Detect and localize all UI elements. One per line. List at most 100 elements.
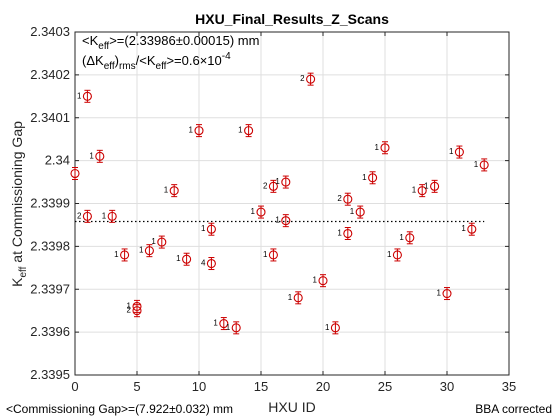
rms-annotation-b: eff — [104, 61, 115, 72]
point-label: 2 — [337, 194, 342, 203]
point-marker — [206, 258, 216, 269]
point-marker — [132, 306, 142, 316]
y-tick-label: 2.3401 — [30, 110, 70, 125]
point-label: 1 — [424, 181, 429, 190]
mean-k-annotation-pre: <K — [82, 33, 99, 48]
rms-annotation-h: -4 — [222, 51, 231, 62]
x-tick-label: 0 — [71, 379, 78, 394]
point-label: 1 — [77, 91, 82, 100]
data-point: 1 — [201, 222, 216, 236]
data-point: 1 — [337, 227, 353, 241]
point-label: 1 — [127, 301, 132, 310]
point-label: 1 — [139, 246, 144, 255]
data-point: 1 — [176, 252, 192, 266]
data-point: 1 — [275, 214, 291, 228]
x-axis-label: HXU ID — [268, 399, 315, 415]
point-label: 4 — [201, 259, 206, 268]
point-marker — [182, 254, 192, 264]
data-point: 1 — [275, 175, 291, 189]
point-marker — [231, 323, 241, 333]
point-label: 1 — [325, 323, 330, 332]
data-point: 1 — [437, 287, 452, 301]
point-label: 1 — [102, 211, 107, 220]
data-point: 2 — [77, 209, 92, 223]
point-label: 2 — [77, 211, 82, 220]
point-label: 1 — [176, 254, 181, 263]
point-marker — [219, 318, 229, 329]
data-point: 1 — [474, 158, 489, 172]
data-point: 1 — [226, 321, 241, 335]
point-label: 1 — [313, 276, 318, 285]
data-point: 1 — [102, 209, 117, 223]
point-label: 2 — [263, 181, 268, 190]
data-point — [70, 166, 80, 180]
commissioning-gap-note: <Commissioning Gap>=(7.922±0.032) mm — [6, 402, 234, 416]
rms-annotation-f: eff — [156, 61, 167, 72]
point-marker — [82, 211, 92, 221]
y-tick-label: 2.3398 — [30, 238, 70, 253]
point-marker — [157, 237, 167, 247]
point-label: 1 — [151, 237, 156, 246]
data-point: 1 — [114, 248, 130, 262]
data-point: 1 — [362, 171, 378, 185]
point-marker — [454, 147, 464, 157]
mean-k-annotation-sub: eff — [98, 41, 109, 52]
y-tick-label: 2.3396 — [30, 324, 70, 339]
rms-annotation: (ΔKeff)rms/<Keff>=0.6×10-4 — [82, 51, 231, 72]
x-tick-label: 15 — [254, 379, 268, 394]
point-marker — [417, 186, 427, 196]
point-marker — [281, 216, 291, 226]
y-tick-label: 2.3397 — [30, 281, 70, 296]
point-marker — [244, 126, 254, 136]
point-label: 1 — [474, 160, 479, 169]
data-point: 1 — [77, 89, 92, 103]
point-label: 1 — [399, 233, 404, 242]
y-axis-label-main: K — [9, 277, 25, 287]
rms-annotation-e: /<K — [136, 53, 156, 68]
point-label: 1 — [275, 216, 280, 225]
point-marker — [82, 91, 92, 101]
point-marker — [70, 168, 80, 179]
point-marker — [368, 173, 378, 183]
bba-corrected-note: BBA corrected — [475, 402, 552, 416]
point-marker — [120, 250, 130, 260]
point-marker — [355, 207, 365, 217]
point-marker — [169, 186, 179, 196]
point-marker — [392, 250, 402, 260]
data-point: 1 — [412, 184, 427, 198]
data-point: 1 — [424, 179, 440, 193]
point-label: 1 — [275, 177, 280, 186]
data-point: 2 — [300, 72, 316, 86]
point-label: 2 — [127, 306, 132, 315]
point-label: 1 — [201, 224, 206, 233]
point-marker — [467, 224, 477, 234]
point-label: 1 — [189, 126, 194, 135]
rms-annotation-g: >=0.6×10 — [166, 53, 221, 68]
x-tick-label: 20 — [316, 379, 330, 394]
y-tick-label: 2.3403 — [30, 24, 70, 39]
y-tick-label: 2.3395 — [30, 367, 70, 382]
point-label: 2 — [300, 74, 305, 83]
point-label: 1 — [164, 186, 169, 195]
point-marker — [430, 181, 440, 191]
point-label: 1 — [89, 151, 94, 160]
point-marker — [281, 177, 291, 187]
point-marker — [306, 74, 316, 84]
point-marker — [95, 151, 105, 161]
point-label: 1 — [238, 126, 243, 135]
data-point: 1 — [313, 274, 328, 288]
point-marker — [293, 293, 303, 303]
point-label: 1 — [263, 250, 268, 259]
point-marker — [107, 211, 117, 221]
data-point: 1 — [238, 124, 254, 138]
x-tick-label: 30 — [440, 379, 454, 394]
point-label: 1 — [350, 207, 355, 216]
data-point: 1 — [325, 321, 340, 335]
x-tick-label: 35 — [502, 379, 516, 394]
y-tick-label: 2.3399 — [30, 196, 70, 211]
grid — [74, 31, 510, 376]
rms-annotation-a: (ΔK — [82, 53, 104, 68]
data-point: 2 — [337, 192, 353, 206]
point-label: 1 — [337, 229, 342, 238]
